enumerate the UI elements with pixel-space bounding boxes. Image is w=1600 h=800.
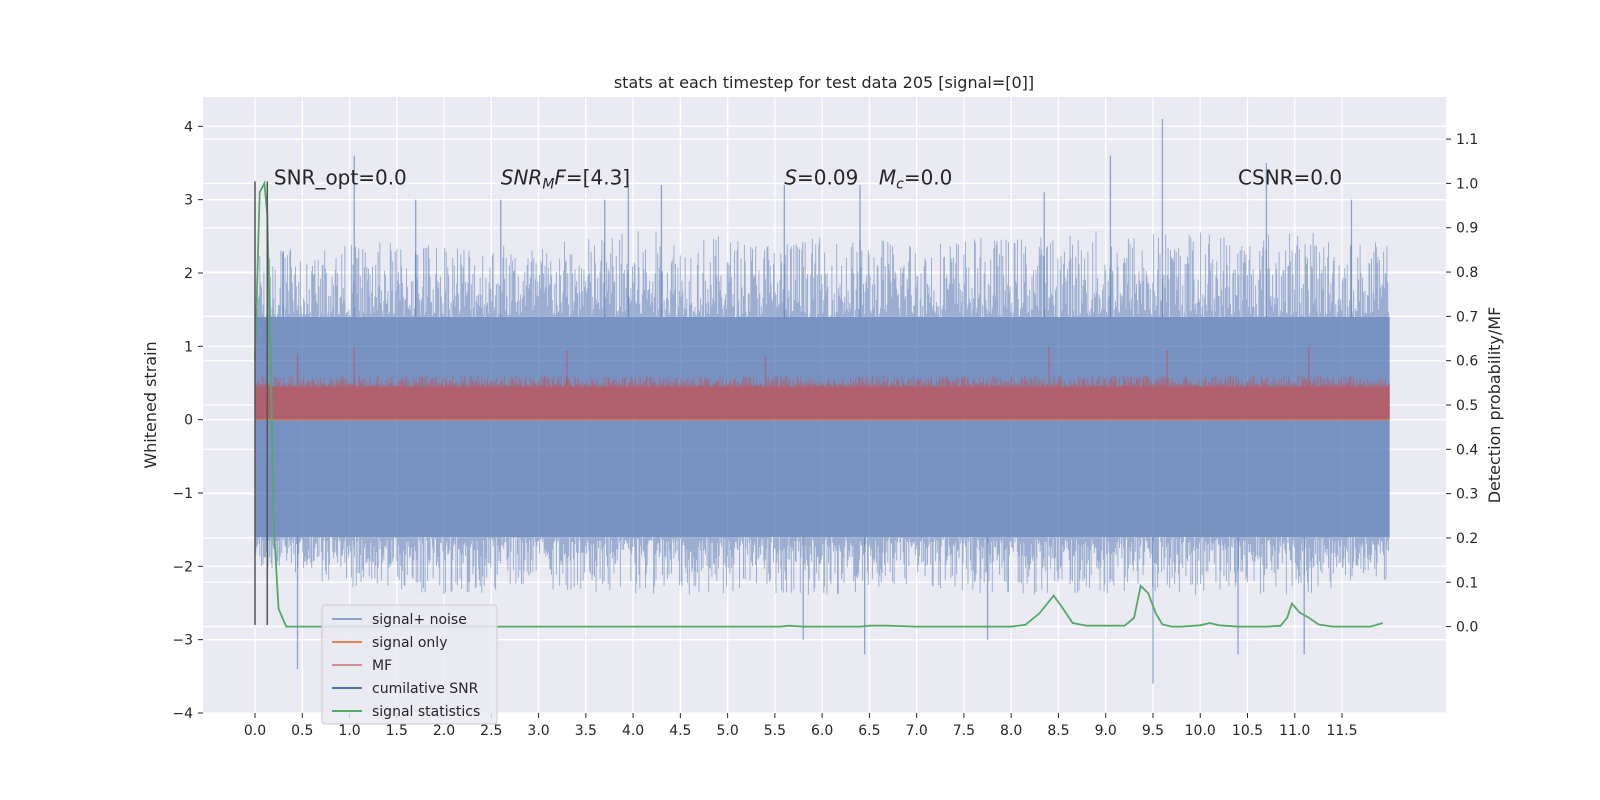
- y-right-axis-title: Detection probability/MF: [1485, 307, 1504, 504]
- y-right-tick-labels: 0.0 0.1 0.2 0.3 0.4 0.5 0.6 0.7 0.8 0.9 1.0 1.1: [1446, 132, 1478, 636]
- legend-box: [321, 604, 498, 725]
- legend-label: signal+ noise: [372, 612, 467, 628]
- vertical-markers: [254, 181, 269, 625]
- x-tick-label: 11.5: [1326, 723, 1357, 739]
- x-tick-label: 4.0: [622, 723, 644, 739]
- y-right-tick-label: 0.1: [1456, 575, 1478, 591]
- x-tick-label: 9.5: [1142, 723, 1164, 739]
- y-right-tick-label: 1.1: [1456, 132, 1478, 148]
- x-tick-label: 6.0: [811, 723, 833, 739]
- x-tick-label: 0.0: [244, 723, 266, 739]
- x-tick-label: 11.0: [1279, 723, 1310, 739]
- annotation-text: CSNR=0.0: [1238, 166, 1342, 190]
- x-tick-label: 5.5: [764, 723, 786, 739]
- legend-label: signal only: [372, 635, 447, 651]
- x-tick-label: 0.5: [291, 723, 313, 739]
- y-right-tick-label: 1.0: [1456, 176, 1478, 192]
- y-right-tick-label: 0.6: [1456, 354, 1478, 370]
- legend-label: cumilative SNR: [372, 681, 479, 697]
- x-tick-label: 2.0: [433, 723, 455, 739]
- annotations: SNR_opt=0.0 SNRMF=[4.3] S=0.09 Mc=0.0 CSNR=0…: [274, 166, 1342, 193]
- x-tick-label: 2.5: [480, 723, 502, 739]
- y-tick-label: −4: [172, 706, 193, 722]
- y-right-tick-label: 0.7: [1456, 309, 1478, 325]
- x-tick-label: 3.0: [527, 723, 549, 739]
- x-tick-label: 9.0: [1095, 723, 1117, 739]
- y-tick-label: −1: [172, 486, 193, 502]
- x-tick-label: 6.5: [858, 723, 880, 739]
- y-right-tick-label: 0.0: [1456, 620, 1478, 636]
- annotation-text: S=0.09: [784, 166, 858, 190]
- y-tick-label: 4: [184, 119, 193, 135]
- x-tick-label: 5.0: [716, 723, 738, 739]
- series-bands: [254, 119, 1390, 684]
- series-signal-noise: [254, 119, 1390, 684]
- legend: signal+ noise signal only MF cumilative SNR…: [321, 604, 498, 725]
- x-tick-labels: 0.0 0.5 1.0 1.5 2.0 2.5 3.0 3.5 4.0 4.5 5.0 5.5 6.0 6…: [244, 713, 1358, 739]
- y-tick-label: 1: [184, 339, 193, 355]
- y-tick-label: −2: [172, 559, 193, 575]
- x-tick-label: 10.0: [1185, 723, 1216, 739]
- y-right-tick-label: 0.9: [1456, 221, 1478, 237]
- annotation-text: SNRMF=[4.3]: [501, 166, 630, 193]
- y-tick-label: −3: [172, 633, 193, 649]
- y-axis-title: Whitened strain: [141, 341, 160, 468]
- annotation-text: Mc=0.0: [879, 166, 953, 193]
- x-tick-label: 8.5: [1047, 723, 1069, 739]
- y-tick-labels: −4 −3 −2 −1 0 1 2 3 4: [172, 119, 203, 722]
- x-tick-label: 1.0: [338, 723, 360, 739]
- y-right-tick-label: 0.8: [1456, 265, 1478, 281]
- y-tick-label: 0: [184, 413, 193, 429]
- chart-title: stats at each timestep for test data 205…: [614, 73, 1034, 92]
- y-right-tick-label: 0.5: [1456, 398, 1478, 414]
- y-tick-label: 3: [184, 193, 193, 209]
- legend-label: MF: [372, 658, 392, 674]
- x-tick-label: 3.5: [575, 723, 597, 739]
- x-tick-label: 7.5: [953, 723, 975, 739]
- x-tick-label: 1.5: [386, 723, 408, 739]
- series-core-band: [254, 386, 1390, 420]
- y-right-tick-label: 0.2: [1456, 531, 1478, 547]
- y-right-tick-label: 0.3: [1456, 487, 1478, 503]
- legend-label: signal statistics: [372, 704, 480, 720]
- series-core-band: [254, 317, 1390, 537]
- x-tick-label: 10.5: [1232, 723, 1263, 739]
- y-tick-label: 2: [184, 266, 193, 282]
- x-tick-label: 8.0: [1000, 723, 1022, 739]
- y-right-tick-label: 0.4: [1456, 442, 1478, 458]
- annotation-text: SNR_opt=0.0: [274, 166, 407, 190]
- x-tick-label: 7.0: [906, 723, 928, 739]
- series-mf: [254, 346, 1390, 420]
- x-tick-label: 4.5: [669, 723, 691, 739]
